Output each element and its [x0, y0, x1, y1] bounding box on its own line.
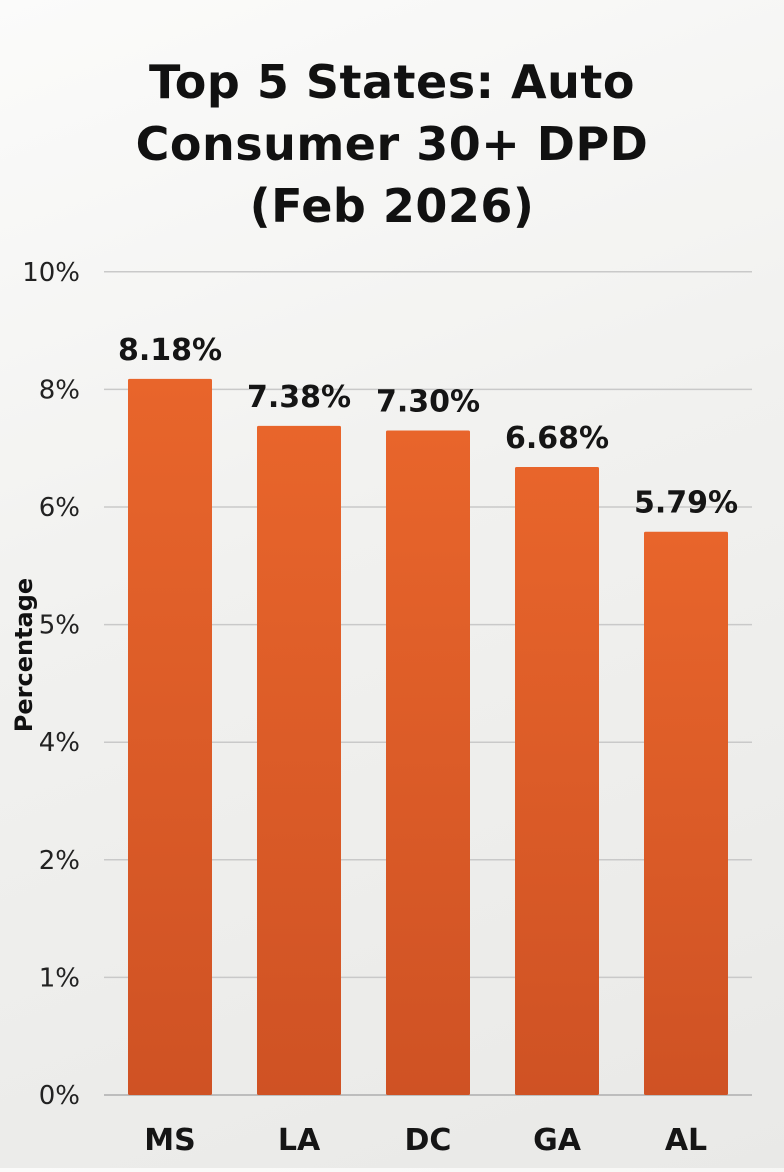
- data-labels: 8.18% 7.38% 7.30% 6.68% 5.79%: [118, 333, 738, 521]
- y-tick-label: 10%: [22, 258, 80, 288]
- chart-title-line-3: (Feb 2026): [250, 179, 535, 233]
- y-tick-label: 2%: [39, 846, 80, 876]
- y-tick-label: 5%: [39, 611, 80, 641]
- x-category-la: LA: [278, 1123, 321, 1158]
- x-category-dc: DC: [405, 1123, 452, 1158]
- y-tick-label: 4%: [39, 728, 80, 758]
- chart-title: Top 5 States: Auto Consumer 30+ DPD (Feb…: [136, 55, 649, 233]
- bar-la: [257, 425, 341, 1096]
- bar-ms: [128, 378, 212, 1095]
- bars: [128, 378, 728, 1096]
- x-category-ga: GA: [533, 1123, 582, 1158]
- bar-ga: [515, 467, 599, 1095]
- data-label-dc: 7.30%: [376, 385, 480, 420]
- data-label-ms: 8.18%: [118, 333, 222, 368]
- y-tick-label: 1%: [39, 963, 80, 993]
- data-label-la: 7.38%: [247, 380, 351, 415]
- y-axis-ticks: 0% 1% 2% 4% 5% 6% 8% 10%: [22, 258, 80, 1111]
- y-tick-label: 0%: [39, 1081, 80, 1111]
- chart-title-line-1: Top 5 States: Auto: [149, 55, 635, 109]
- bar-al: [644, 531, 728, 1095]
- data-label-al: 5.79%: [634, 486, 738, 521]
- x-category-al: AL: [665, 1123, 707, 1158]
- y-tick-label: 6%: [39, 493, 80, 523]
- chart-title-line-2: Consumer 30+ DPD: [136, 117, 649, 171]
- x-category-ms: MS: [144, 1123, 195, 1158]
- data-label-ga: 6.68%: [505, 421, 609, 456]
- y-tick-label: 8%: [39, 375, 80, 405]
- x-axis-categories: MS LA DC GA AL: [144, 1123, 707, 1158]
- bar-dc: [386, 430, 470, 1095]
- y-axis-label: Percentage: [10, 578, 38, 732]
